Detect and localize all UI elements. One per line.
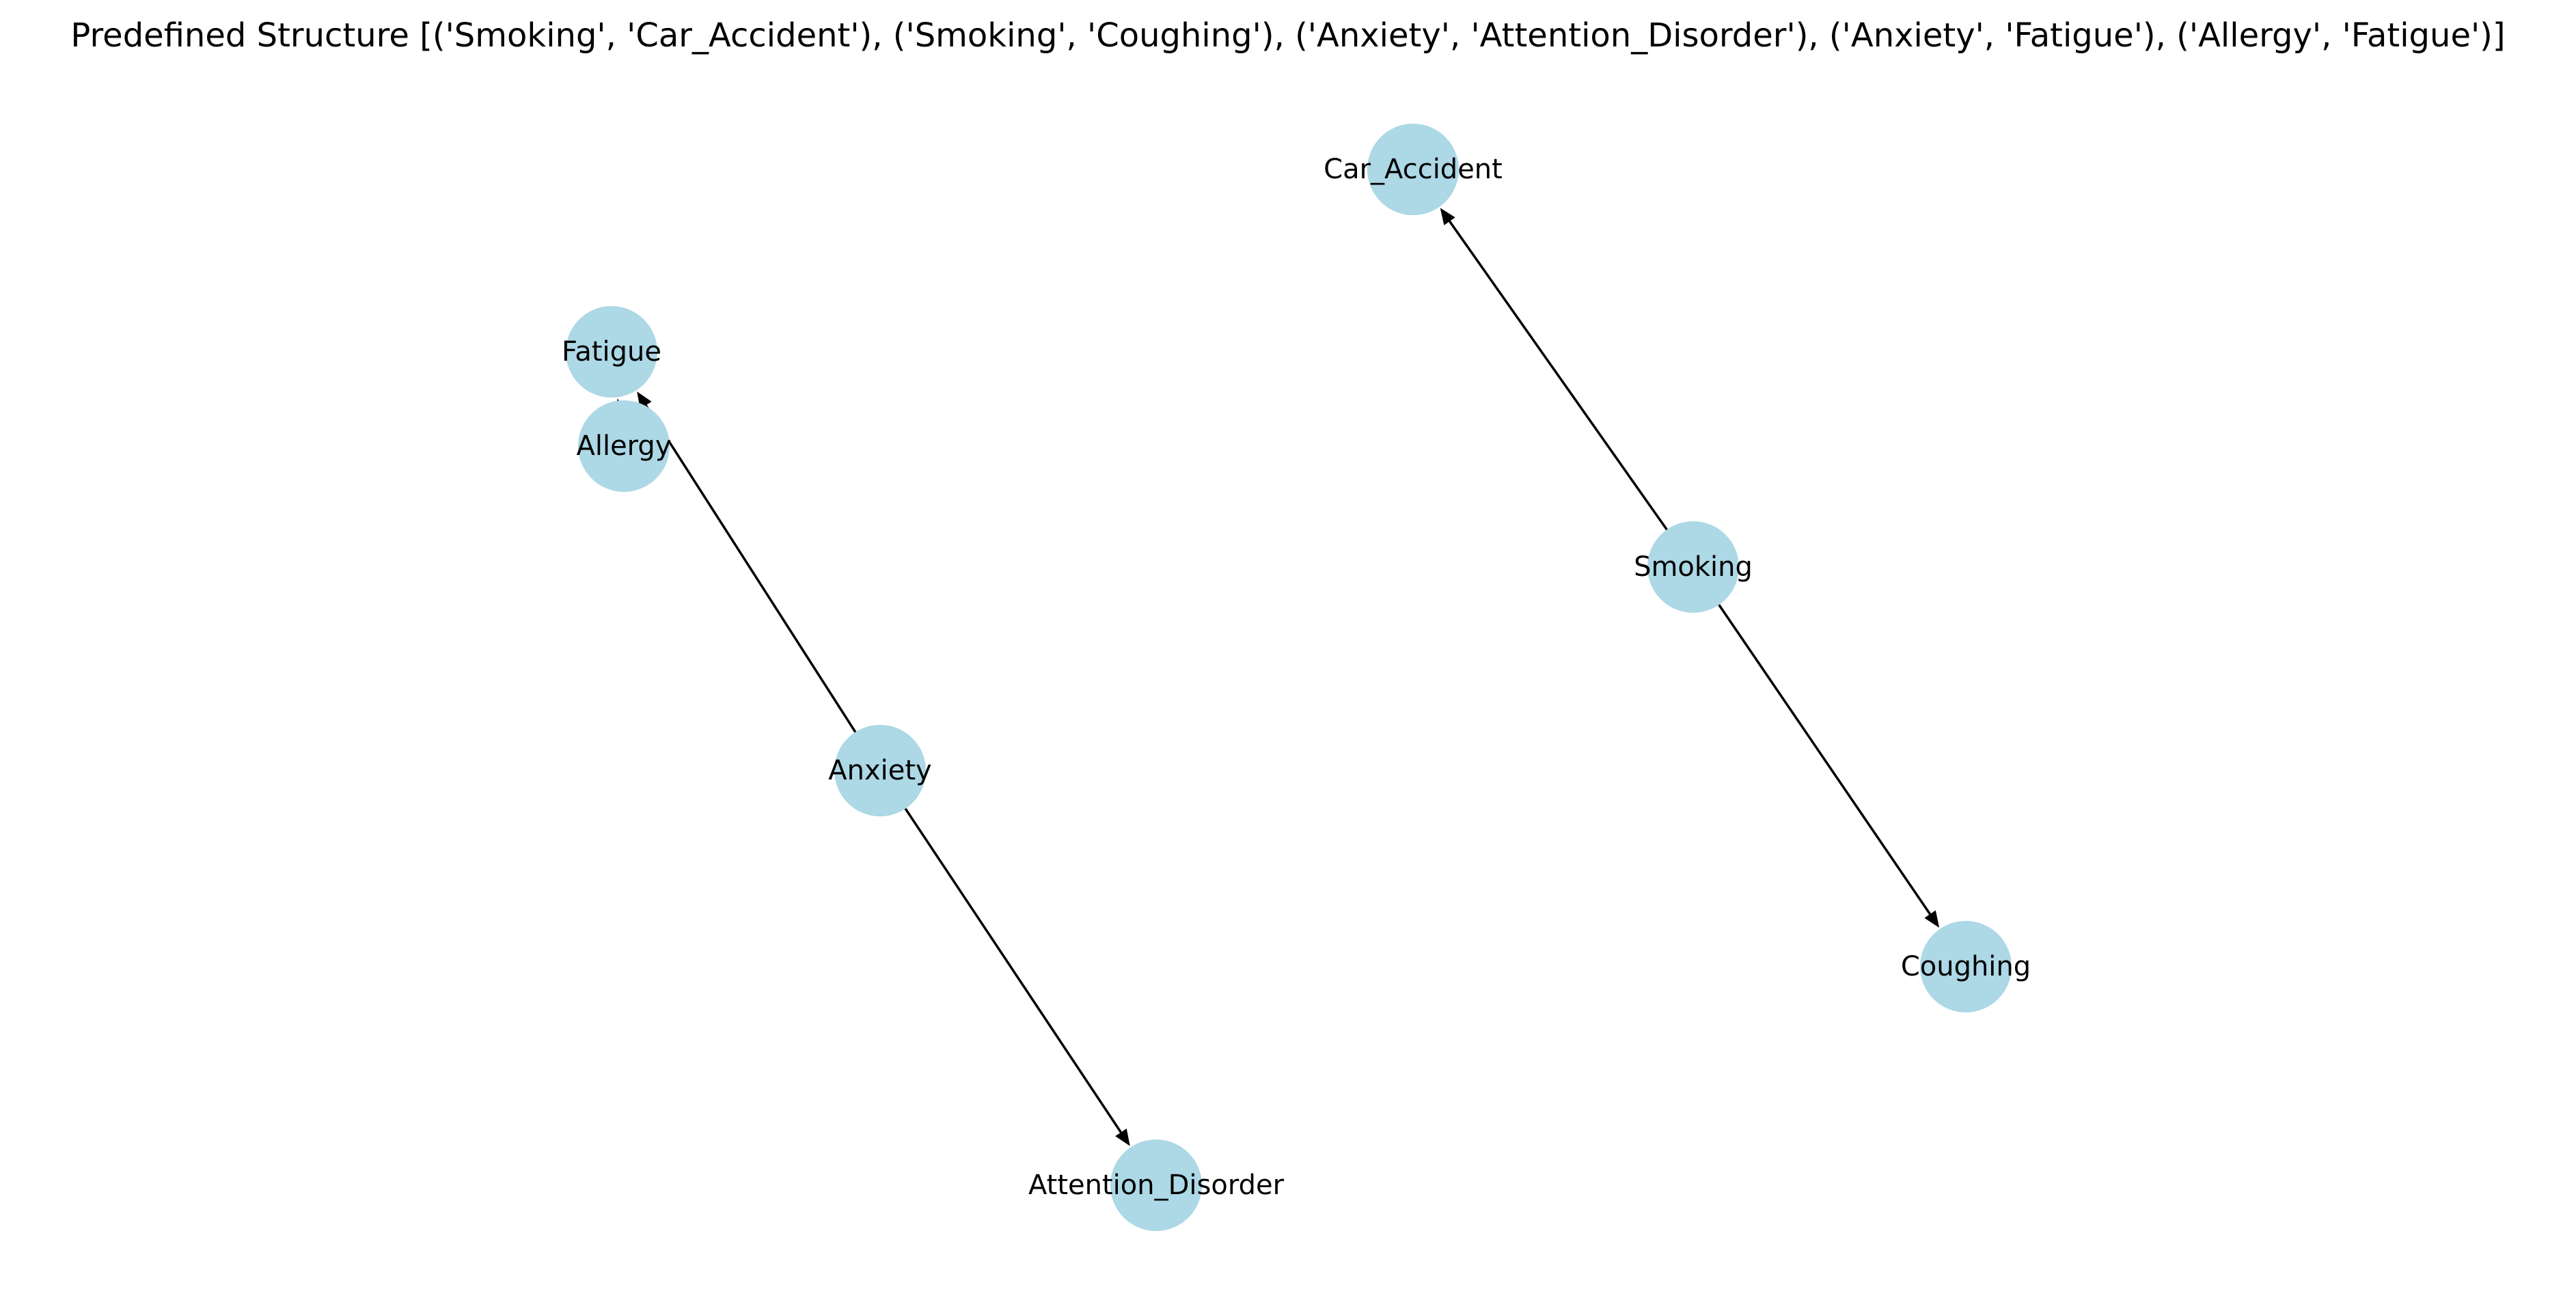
edge-line: [879, 770, 1122, 1133]
node-circle: [578, 400, 670, 492]
node-coughing: Coughing: [1901, 921, 2031, 1012]
arrow-head-icon: [1924, 910, 1940, 928]
node-circle: [834, 725, 926, 816]
node-car-accident: Car_Accident: [1324, 124, 1503, 215]
node-fatigue: Fatigue: [562, 306, 661, 398]
edge-anxiety-to-attention-disorder: [879, 770, 1130, 1146]
node-attention-disorder: Attention_Disorder: [1028, 1139, 1285, 1231]
node-label: Attention_Disorder: [1028, 1170, 1285, 1201]
node-circle: [1367, 124, 1459, 215]
arrow-head-icon: [1440, 208, 1455, 225]
node-label: Smoking: [1634, 551, 1753, 583]
node-label: Coughing: [1901, 951, 2031, 982]
node-anxiety: Anxiety: [828, 725, 932, 816]
node-circle: [1920, 921, 2012, 1012]
edge-smoking-to-coughing: [1692, 566, 1940, 928]
node-label: Allergy: [576, 430, 671, 462]
figure-title: Predefined Structure [('Smoking', 'Car_A…: [70, 16, 2505, 55]
edge-line: [644, 404, 881, 771]
node-allergy: Allergy: [576, 400, 672, 492]
node-label: Fatigue: [562, 336, 661, 368]
edge-line: [1692, 566, 1932, 915]
node-circle: [566, 306, 657, 398]
edge-line: [1449, 221, 1695, 568]
node-label: Car_Accident: [1324, 154, 1503, 185]
node-circle: [1647, 521, 1739, 613]
node-circle: [1110, 1139, 1202, 1231]
node-label: Anxiety: [828, 755, 931, 786]
node-smoking: Smoking: [1634, 521, 1753, 613]
edges-layer: [613, 208, 1940, 1146]
edge-smoking-to-car-accident: [1440, 208, 1695, 568]
nodes-layer: Car_Accident Fatigue Allergy Smoking Anxiety…: [562, 124, 2031, 1231]
arrow-head-icon: [1115, 1129, 1130, 1146]
